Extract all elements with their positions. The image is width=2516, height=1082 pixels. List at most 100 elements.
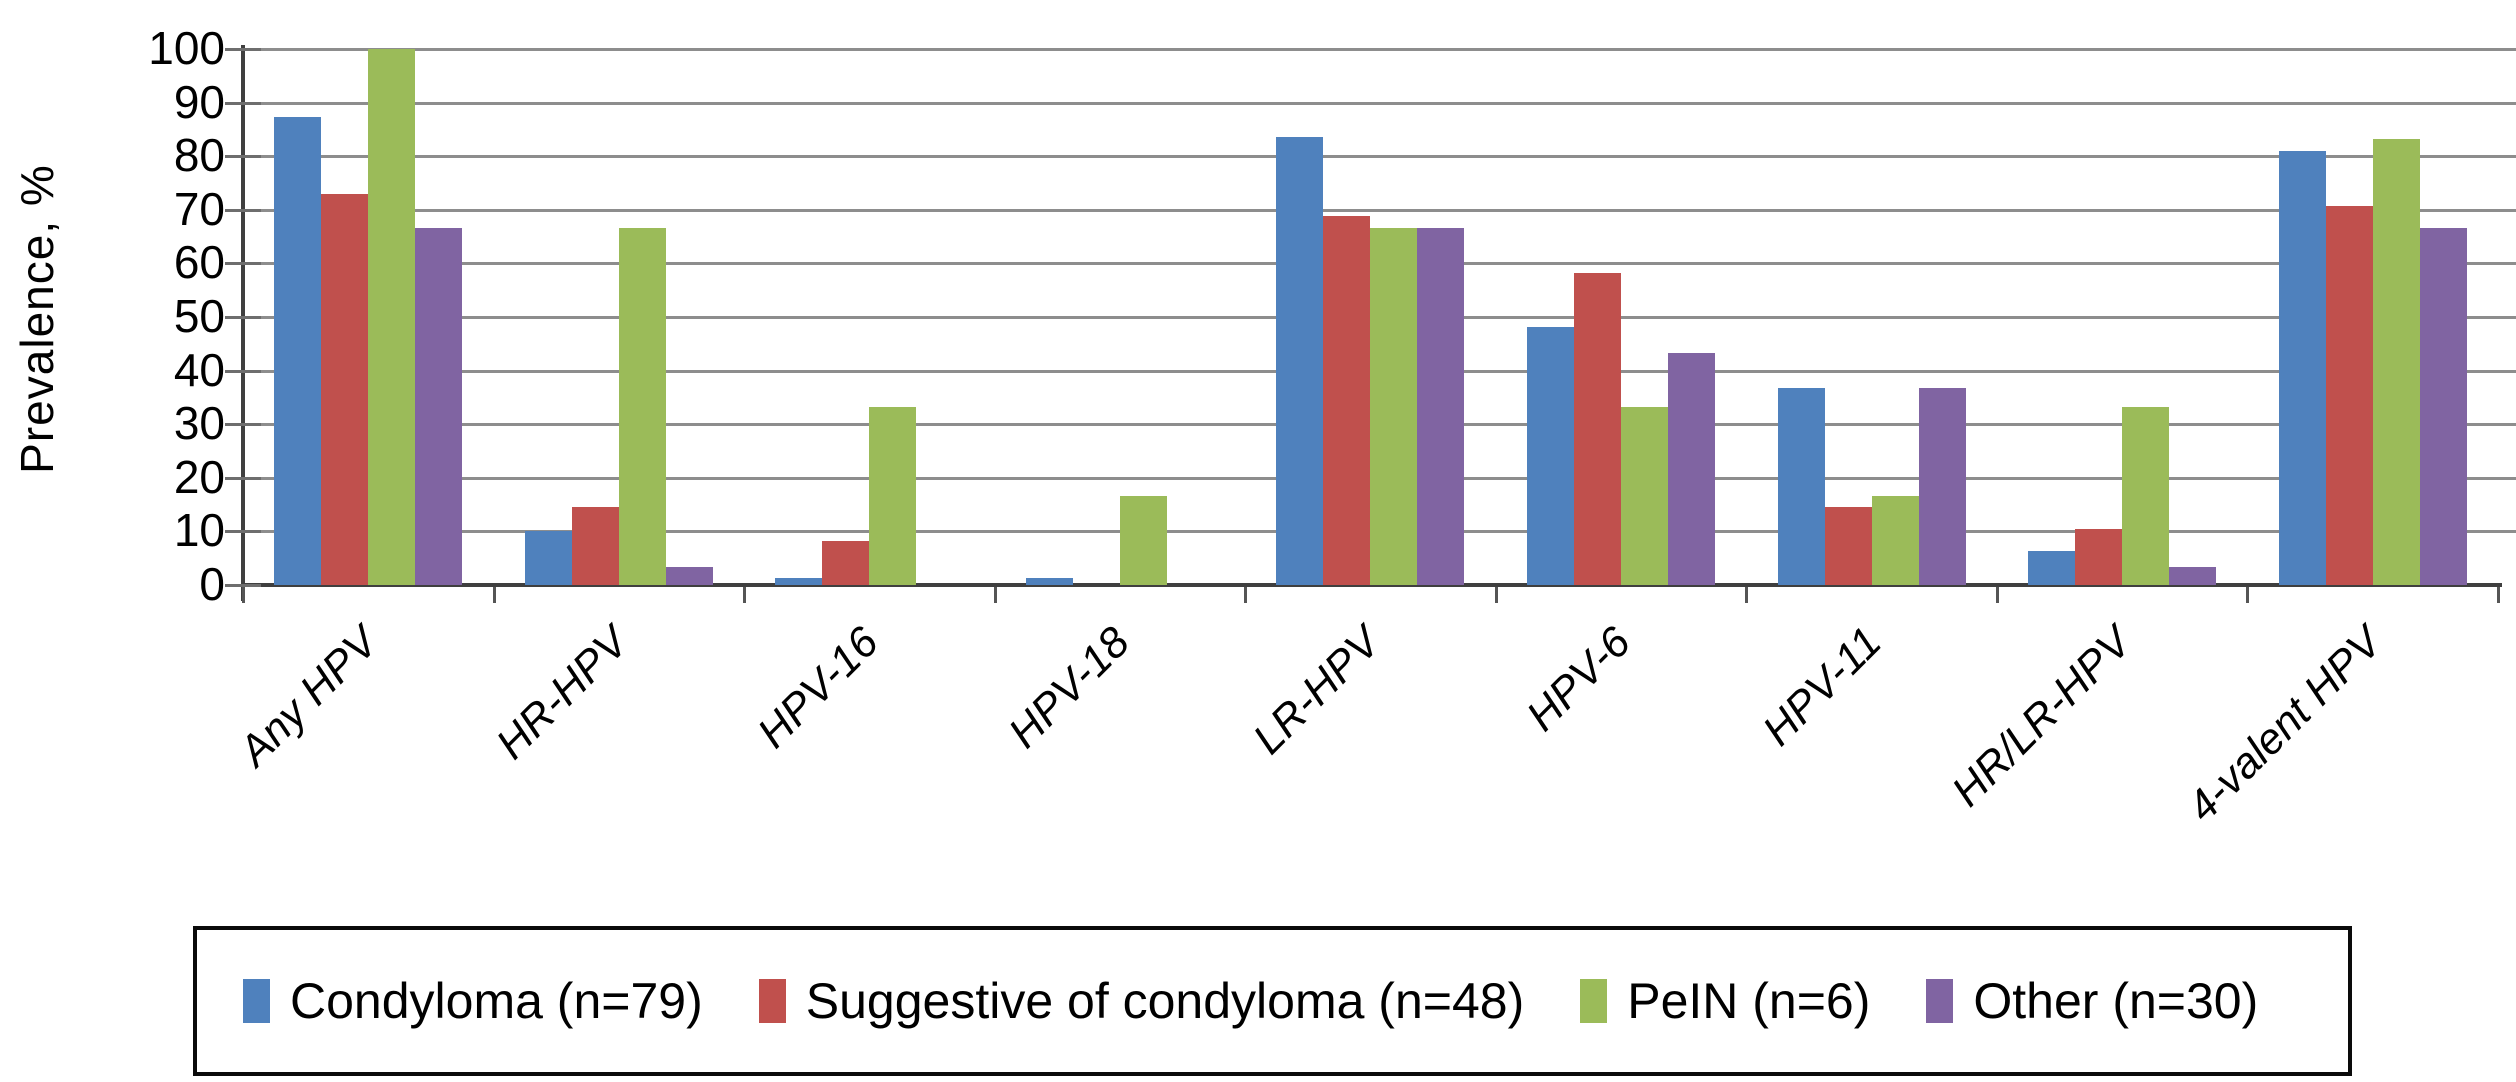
bar [665, 567, 713, 585]
bar [2419, 227, 2467, 585]
y-tick-mark [225, 476, 261, 480]
y-tick-label: 50 [173, 290, 225, 342]
y-tick-mark [225, 369, 261, 373]
bar [2278, 150, 2326, 585]
bar [822, 540, 870, 585]
y-tick-label: 10 [173, 504, 225, 557]
bar [1025, 578, 1073, 585]
bar-group [995, 49, 1246, 585]
y-tick-label: 80 [173, 129, 225, 182]
bar [524, 530, 572, 585]
bar [1574, 272, 1622, 585]
bar [1323, 216, 1371, 585]
gridline [243, 155, 2516, 159]
plot-area [225, 45, 2516, 603]
x-category-label: HPV-6 [1517, 618, 1641, 741]
bar [1918, 388, 1966, 585]
bar [2028, 551, 2076, 585]
bar [1119, 495, 1167, 585]
bar-group [1997, 49, 2248, 585]
x-tick-mark [993, 587, 997, 603]
y-tick-label: 100 [148, 22, 225, 74]
legend-item: Condyloma (n=79) [243, 972, 703, 1030]
bar [571, 506, 619, 585]
y-tick-mark [225, 262, 261, 266]
gridline [243, 48, 2516, 51]
legend-label: Suggestive of condyloma (n=48) [805, 973, 1525, 1029]
legend-swatch [1580, 979, 1608, 1023]
bar [1668, 352, 1716, 585]
x-tick-mark [492, 587, 496, 603]
y-tick-mark [225, 208, 261, 212]
bar [368, 49, 416, 585]
y-tick-mark [225, 584, 261, 587]
y-tick-mark [225, 48, 261, 51]
bar [1417, 227, 1465, 585]
legend: Condyloma (n=79) Suggestive of condyloma … [193, 926, 2352, 1076]
gridline [243, 208, 2516, 212]
y-tick-mark [225, 316, 261, 319]
legend-swatch [243, 979, 270, 1023]
x-tick-mark [1745, 587, 1749, 603]
bar [2122, 406, 2170, 585]
bar-group [494, 49, 745, 585]
bar [1370, 227, 1418, 585]
bar-group [744, 49, 995, 585]
y-tick-label: 20 [173, 450, 225, 503]
bar [1871, 495, 1919, 585]
y-tick-label: 30 [173, 397, 225, 450]
y-axis-title: Prevalence, % [11, 164, 63, 474]
x-category-label: LR-HPV [1243, 618, 1390, 764]
bar [321, 194, 369, 585]
x-tick-mark [1995, 587, 1999, 603]
legend-label: Other (n=30) [1973, 973, 2259, 1029]
x-category-label: HPV-18 [999, 618, 1139, 758]
bar [2325, 205, 2373, 585]
y-tick-label: 60 [173, 236, 225, 289]
bar [1621, 406, 1669, 585]
y-tick-mark [225, 530, 261, 534]
x-category-label: HPV-11 [1753, 618, 1891, 756]
y-tick-mark [225, 155, 261, 159]
y-tick-label: 40 [173, 343, 225, 396]
x-category-label: HPV-16 [749, 618, 889, 758]
y-tick-label: 90 [173, 75, 225, 128]
bar [2372, 138, 2420, 585]
y-tick-mark [225, 423, 261, 427]
bar-group [1245, 49, 1496, 585]
bar-group [2247, 49, 2498, 585]
gridline [243, 101, 2516, 105]
x-tick-mark [242, 587, 245, 603]
bar [2075, 529, 2123, 585]
x-tick-mark [2246, 587, 2250, 603]
bar [274, 117, 322, 585]
x-tick-mark [743, 587, 747, 603]
legend-label: PeIN (n=6) [1627, 973, 1871, 1029]
y-tick-label: 0 [199, 558, 225, 610]
y-axis-line [241, 45, 245, 601]
x-category-label: HR-HPV [487, 618, 638, 769]
x-tick-mark [1244, 587, 1248, 603]
bar [2169, 567, 2217, 585]
y-tick-mark [225, 101, 261, 105]
legend-item: Other (n=30) [1926, 972, 2258, 1030]
bar [618, 227, 666, 585]
x-tick-mark [2497, 587, 2500, 603]
x-axis-line [241, 583, 2502, 587]
x-category-label: HR/LR-HPV [1943, 618, 2142, 816]
x-tick-mark [1494, 587, 1498, 603]
bar [1777, 388, 1825, 585]
legend-item: Suggestive of condyloma (n=48) [758, 972, 1525, 1030]
legend-item: PeIN (n=6) [1580, 972, 1870, 1030]
bar-group [243, 49, 494, 585]
legend-label: Condyloma (n=79) [290, 973, 703, 1029]
bar-group [1496, 49, 1747, 585]
legend-swatch [758, 979, 786, 1023]
legend-swatch [1926, 979, 1954, 1023]
bar [415, 227, 463, 585]
bar [1276, 137, 1324, 585]
bar [1527, 327, 1575, 585]
y-tick-label: 70 [173, 182, 225, 235]
x-category-label: Any HPV [229, 618, 388, 776]
